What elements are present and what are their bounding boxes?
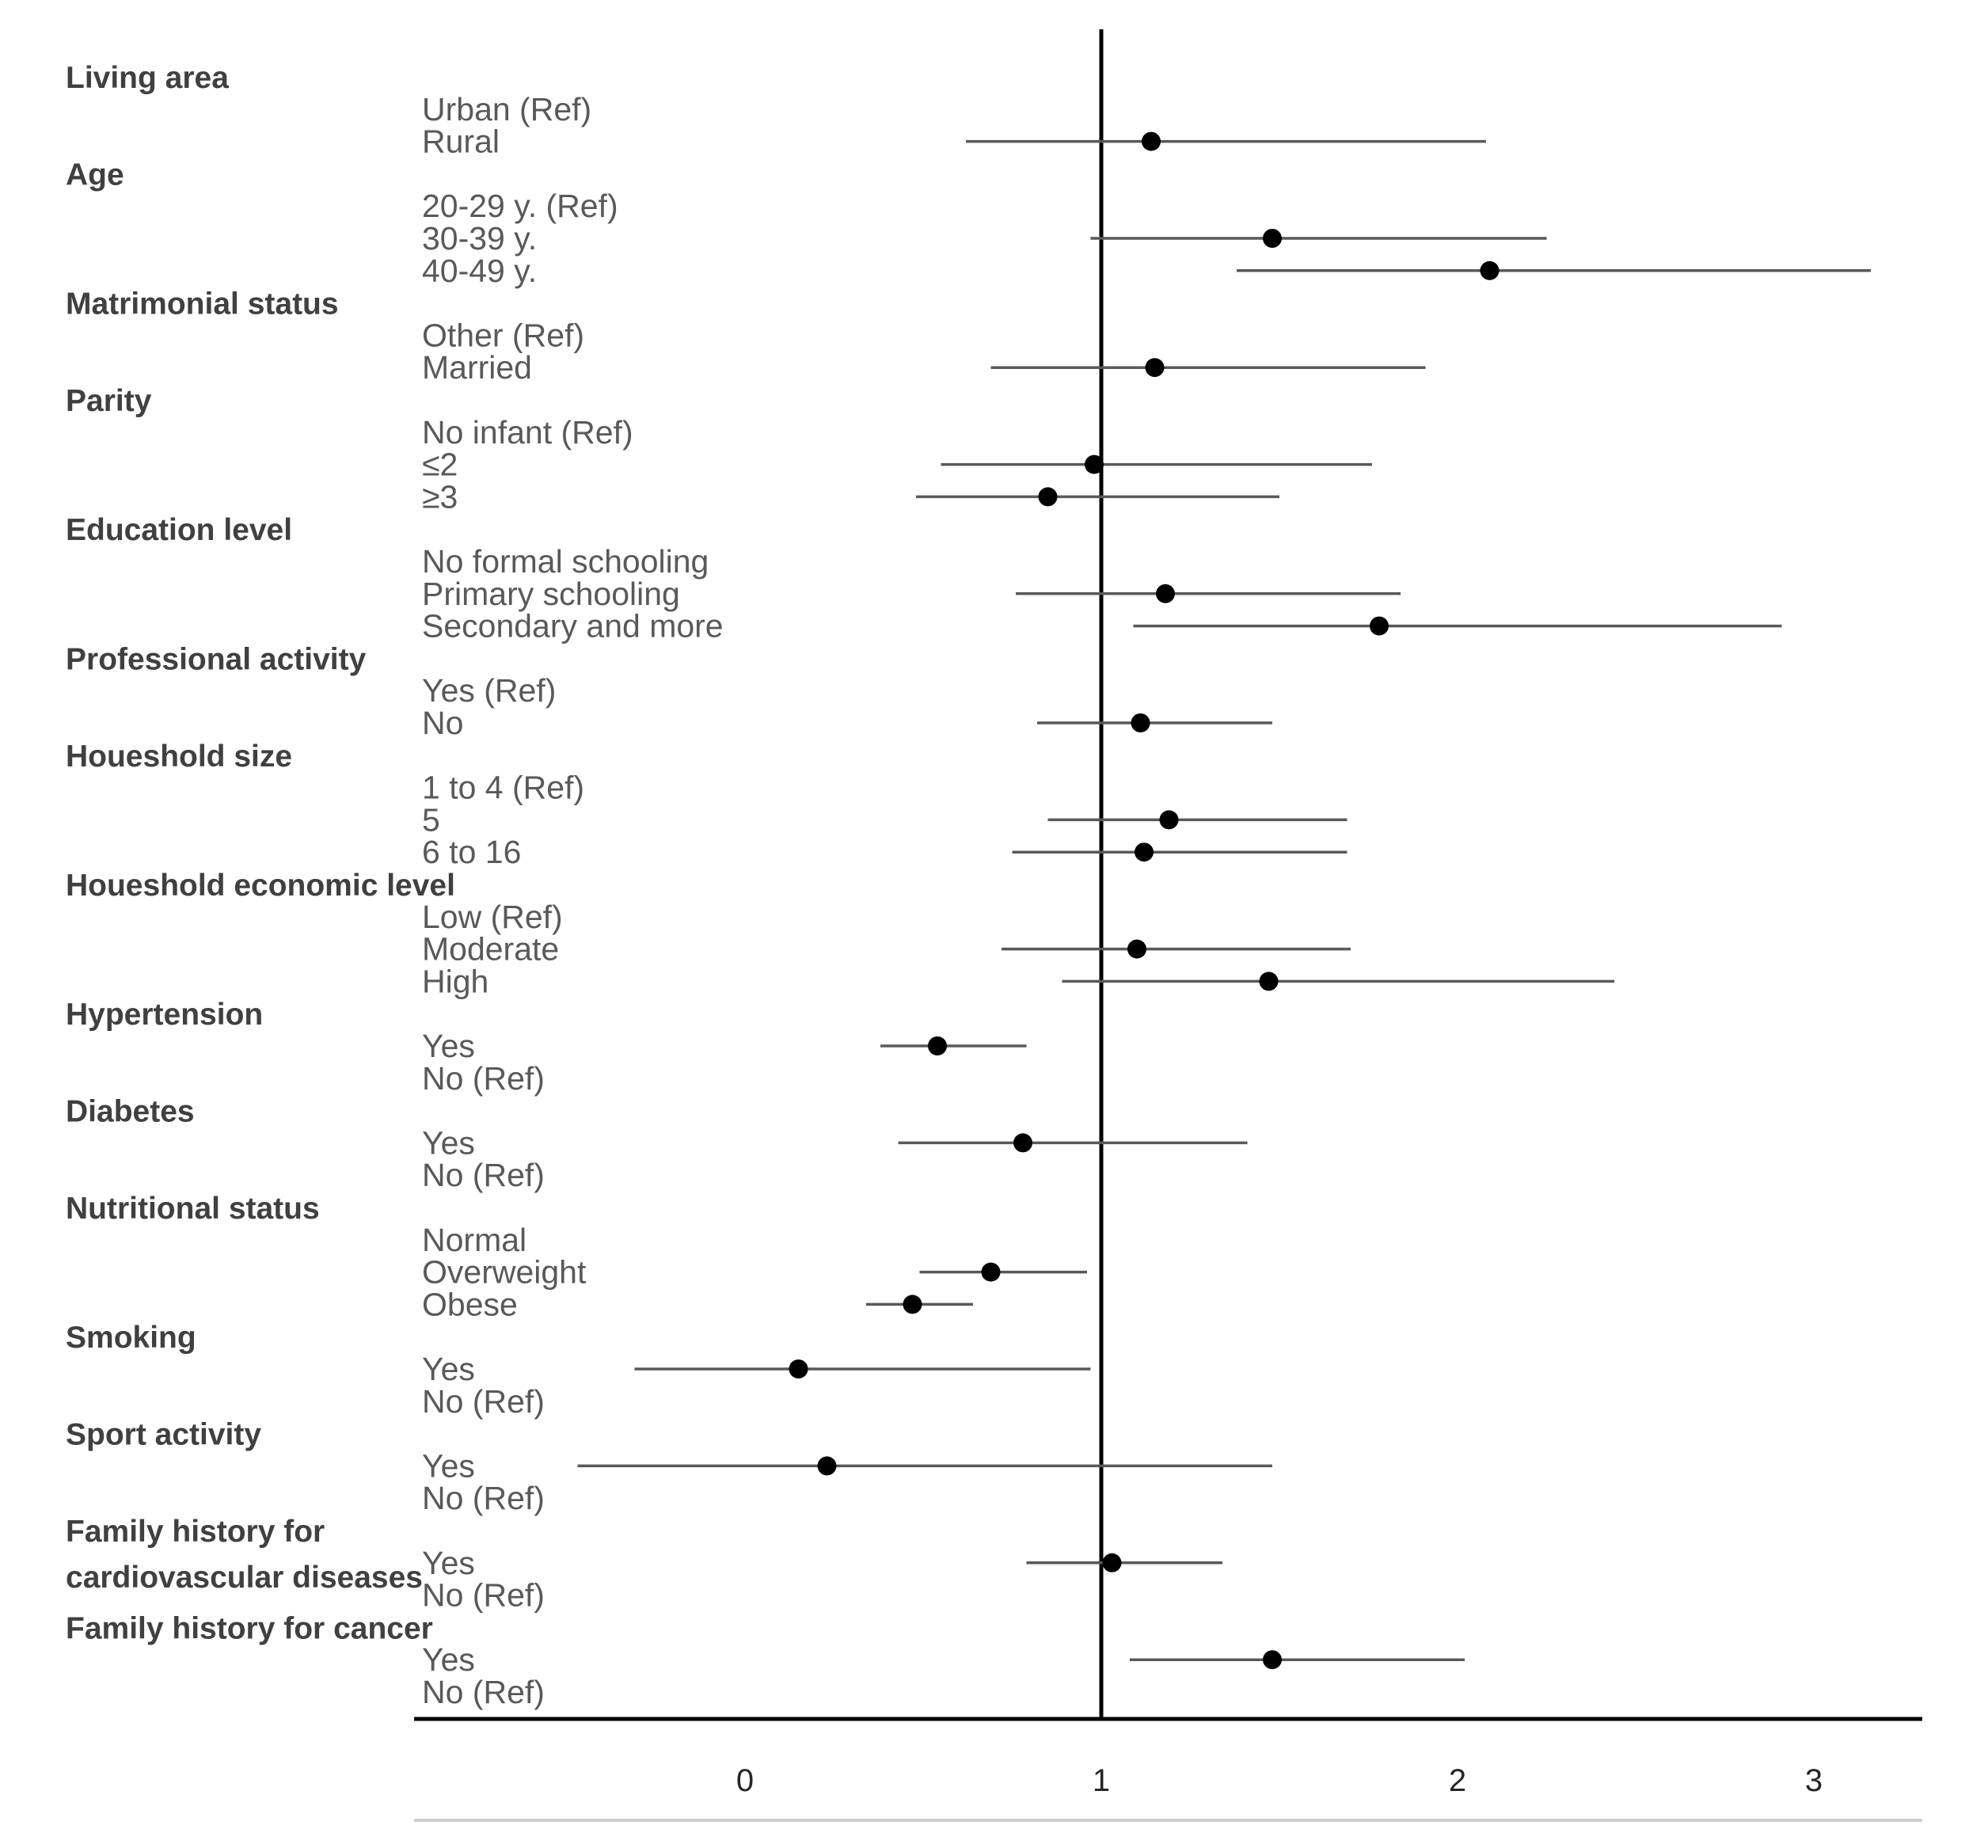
row-label-nutritional-status-normal: Normal bbox=[422, 1222, 526, 1258]
row-label-living-area-rural: Rural bbox=[422, 124, 500, 160]
x-tick-label-0: 0 bbox=[736, 1763, 754, 1798]
row-label-houeshold-size-6-to-16: 6 to 16 bbox=[422, 834, 521, 870]
group-label-houeshold-size: Houeshold size bbox=[66, 740, 292, 774]
row-labels: Living area Urban (Ref)Rural Age 20-29 y. (… bbox=[66, 61, 724, 1710]
row-label-family-history-for-cardiovascular-diseases-no-ref: No (Ref) bbox=[422, 1577, 545, 1614]
group-label-nutritional-status: Nutritional status bbox=[66, 1192, 320, 1226]
row-label-sport-activity-yes: Yes bbox=[422, 1447, 475, 1484]
point-estimate-smoking-yes bbox=[789, 1359, 808, 1378]
point-estimate-education-level-secondary-and-more bbox=[1370, 616, 1389, 636]
confidence-intervals bbox=[577, 131, 1871, 1670]
row-label-education-level-secondary-and-more: Secondary and more bbox=[422, 608, 724, 645]
group-label-diabetes: Diabetes bbox=[66, 1095, 195, 1129]
group-label-matrimonial-status: Matrimonial status bbox=[66, 287, 339, 321]
row-label-houeshold-size-1-to-4-ref: 1 to 4 (Ref) bbox=[422, 770, 584, 806]
group-label-sport-activity: Sport activity bbox=[66, 1418, 261, 1452]
row-label-houeshold-economic-level-low-ref: Low (Ref) bbox=[422, 899, 563, 935]
row-label-nutritional-status-overweight: Overweight bbox=[422, 1254, 587, 1291]
row-label-family-history-for-cancer-no-ref: No (Ref) bbox=[422, 1674, 545, 1710]
point-estimate-education-level-primary-schooling bbox=[1156, 584, 1175, 603]
row-label-parity-2: ≤2 bbox=[422, 447, 458, 483]
row-label-professional-activity-yes-ref: Yes (Ref) bbox=[422, 672, 556, 709]
point-estimate-family-history-for-cancer-yes bbox=[1263, 1650, 1282, 1670]
group-label-family-history-for-cardiovascular-diseases: Family history for cardiovascular disease… bbox=[66, 1515, 423, 1595]
row-label-houeshold-economic-level-moderate: Moderate bbox=[422, 931, 559, 968]
group-label-parity: Parity bbox=[66, 384, 152, 418]
group-label-education-level: Education level bbox=[66, 513, 292, 547]
row-label-education-level-primary-schooling: Primary schooling bbox=[422, 576, 680, 612]
row-label-living-area-urban-ref: Urban (Ref) bbox=[422, 91, 591, 127]
row-label-parity-no-infant-ref: No infant (Ref) bbox=[422, 414, 633, 451]
point-estimate-parity-2 bbox=[1085, 454, 1104, 474]
point-estimate-houeshold-economic-level-high bbox=[1259, 972, 1279, 991]
point-estimate-family-history-for-cardiovascular-diseases-yes bbox=[1102, 1553, 1122, 1572]
x-tick-label-1: 1 bbox=[1093, 1763, 1110, 1798]
point-estimate-nutritional-status-obese bbox=[903, 1295, 922, 1314]
row-label-houeshold-size-5: 5 bbox=[422, 801, 440, 838]
x-tick-label-3: 3 bbox=[1805, 1763, 1823, 1798]
row-label-diabetes-yes: Yes bbox=[422, 1124, 475, 1161]
point-estimate-professional-activity-no bbox=[1131, 713, 1150, 732]
point-estimate-parity-3 bbox=[1038, 487, 1058, 507]
point-estimate-hypertension-yes bbox=[928, 1036, 947, 1055]
row-label-age-40-49-y: 40-49 y. bbox=[422, 253, 537, 289]
row-label-nutritional-status-obese: Obese bbox=[422, 1286, 518, 1322]
group-label-professional-activity: Professional activity bbox=[66, 642, 367, 676]
x-tick-label-2: 2 bbox=[1449, 1763, 1466, 1798]
point-estimate-diabetes-yes bbox=[1013, 1133, 1032, 1153]
row-label-diabetes-no-ref: No (Ref) bbox=[422, 1157, 545, 1193]
row-label-age-30-39-y: 30-39 y. bbox=[422, 220, 537, 257]
row-label-smoking-yes: Yes bbox=[422, 1351, 475, 1387]
row-label-sport-activity-no-ref: No (Ref) bbox=[422, 1480, 545, 1516]
point-estimate-houeshold-size-5 bbox=[1159, 810, 1179, 830]
point-estimate-age-30-39-y bbox=[1263, 229, 1282, 248]
row-label-smoking-no-ref: No (Ref) bbox=[422, 1383, 545, 1420]
point-estimate-houeshold-size-6-to-16 bbox=[1135, 842, 1154, 862]
point-estimate-nutritional-status-overweight bbox=[981, 1262, 1001, 1282]
point-estimate-age-40-49-y bbox=[1480, 260, 1500, 280]
group-label-age: Age bbox=[66, 158, 124, 192]
point-estimate-houeshold-economic-level-moderate bbox=[1127, 939, 1146, 959]
row-label-parity-3: ≥3 bbox=[422, 478, 458, 515]
group-label-smoking: Smoking bbox=[66, 1321, 196, 1355]
point-estimate-living-area-rural bbox=[1142, 131, 1161, 151]
row-label-professional-activity-no: No bbox=[422, 705, 463, 741]
point-estimate-matrimonial-status-married bbox=[1145, 358, 1165, 378]
group-label-family-history-for-cancer: Family history for cancer bbox=[66, 1611, 433, 1645]
row-label-family-history-for-cardiovascular-diseases-yes: Yes bbox=[422, 1545, 475, 1581]
row-label-houeshold-economic-level-high: High bbox=[422, 963, 488, 999]
point-estimate-sport-activity-yes bbox=[817, 1456, 837, 1476]
group-label-houeshold-economic-level: Houeshold economic level bbox=[66, 869, 455, 903]
row-label-matrimonial-status-other-ref: Other (Ref) bbox=[422, 317, 584, 353]
group-label-hypertension: Hypertension bbox=[66, 998, 263, 1032]
x-axis-ticks: 0 1 2 3 bbox=[736, 1763, 1823, 1798]
row-label-hypertension-no-ref: No (Ref) bbox=[422, 1060, 545, 1097]
row-label-hypertension-yes: Yes bbox=[422, 1028, 475, 1064]
row-label-matrimonial-status-married: Married bbox=[422, 349, 532, 386]
group-label-living-area: Living area bbox=[66, 61, 229, 95]
row-label-education-level-no-formal-schooling: No formal schooling bbox=[422, 543, 709, 580]
row-label-age-20-29-y-ref: 20-29 y. (Ref) bbox=[422, 188, 618, 224]
row-label-family-history-for-cancer-yes: Yes bbox=[422, 1641, 475, 1678]
